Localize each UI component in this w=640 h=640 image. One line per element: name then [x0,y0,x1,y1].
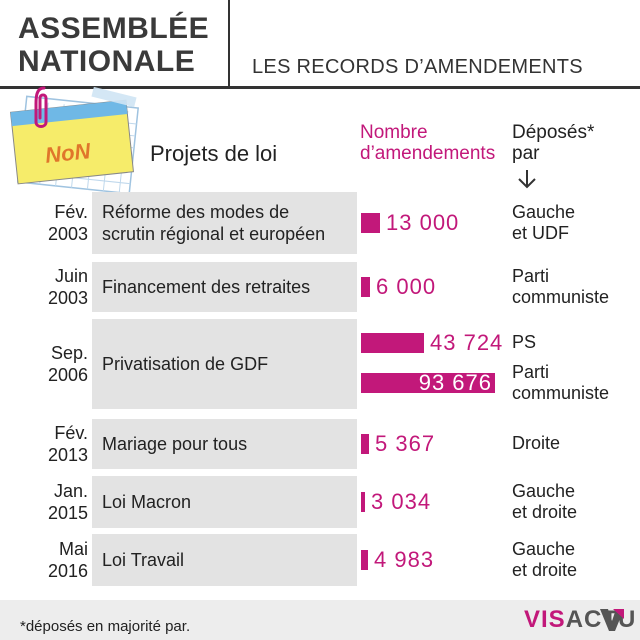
data-bar [361,277,370,297]
row-law: Réforme des modes de scrutin régional et … [102,201,325,245]
row-deposes: Gauche et droite [512,481,577,523]
row-date-line-1: Juin [54,266,88,286]
row-law: Mariage pour tous [102,433,247,455]
row-band [92,534,357,586]
data-bar [361,550,368,570]
row-deposes: Parti communiste [512,362,609,404]
row-date-line-2: 2016 [47,561,88,581]
data-label: 4 983 [374,547,435,572]
data-label: 13 000 [386,210,460,235]
column-label-nombre: Nombre d’amendements [360,122,495,164]
row-date: Mai 2016 [0,538,88,582]
row-date-line-1: Sep. [50,343,88,363]
row-band [92,319,357,409]
column-label-deposes: Déposés* par [512,122,594,164]
row-date-line-1: Fév. [54,423,88,443]
row-date-line-2: 2003 [47,288,88,308]
row-deposes-line-2: et droite [512,560,578,580]
page-title: ASSEMBLÉE NATIONALE [18,12,209,78]
row-date: Fév. 2003 [0,201,88,245]
data-label: 5 367 [375,431,436,456]
row-date: Jan. 2015 [0,480,88,524]
header: ASSEMBLÉE NATIONALE LES RECORDS D’AMENDE… [0,0,640,89]
row-band [92,419,357,469]
column-label-projets: Projets de loi [150,141,278,166]
row-deposes: Gauche et droite [512,539,577,581]
title-divider [228,0,230,88]
brand-mark-icon [600,609,624,631]
row-law: Privatisation de GDF [102,353,268,375]
data-label: 3 034 [371,489,432,514]
notepad-illustration: NoN [10,86,140,192]
paperclip-icon [34,86,48,128]
row-law-line-1: Loi Travail [102,550,185,570]
row-law-line-1: Réforme des modes de [102,202,290,222]
data-bar [361,213,380,233]
header-rule [0,86,640,89]
note-text: NoN [44,138,93,168]
row-date-line-1: Fév. [54,202,88,222]
row-law-line-2: scrutin régional et européen [102,224,326,244]
row-deposes: PS [512,332,536,353]
row-band [92,262,357,312]
row-date: Juin 2003 [0,265,88,309]
row-law-line-1: Mariage pour tous [102,434,248,454]
data-bar [361,333,424,353]
row-law-line-1: Loi Macron [102,492,192,512]
column-label-deposes-line-1: Déposés* [512,122,595,143]
row-law: Loi Travail [102,549,184,571]
row-deposes-line-1: Parti [512,362,550,382]
row-deposes-line-2: communiste [512,383,610,403]
title-line-1: ASSEMBLÉE [18,12,210,45]
row-deposes-line-2: et droite [512,502,578,522]
row-deposes-line-2: communiste [512,287,610,307]
row-date-line-2: 2015 [47,503,88,523]
column-label-nombre-line-2: d’amendements [360,143,496,164]
row-deposes-line-1: PS [512,332,537,352]
row-law: Financement des retraites [102,276,310,298]
row-deposes-line-1: Parti [512,266,550,286]
row-law-line-1: Privatisation de GDF [102,354,269,374]
footer-band [0,600,640,640]
data-label: 43 724 [430,330,504,355]
arrow-down-icon [518,170,536,189]
tape-strip [91,86,137,108]
row-deposes-line-1: Gauche [512,481,576,501]
data-bar [361,492,365,512]
data-bar [361,434,369,454]
row-deposes-line-1: Droite [512,433,561,453]
row-band [92,476,357,528]
row-deposes: Droite [512,433,560,454]
row-date-line-2: 2006 [47,365,88,385]
row-date-line-1: Jan. [53,481,88,501]
row-deposes-line-2: et UDF [512,223,570,243]
column-label-nombre-line-1: Nombre [360,122,428,143]
row-date: Fév. 2013 [0,422,88,466]
row-deposes: Gauche et UDF [512,202,575,244]
row-date-line-1: Mai [58,539,88,559]
row-deposes-line-1: Gauche [512,539,576,559]
data-bar [361,373,495,393]
brand-vis: VIS [524,606,566,633]
row-deposes: Parti communiste [512,266,609,308]
notepad-yellow-note: NoN [10,99,134,185]
row-law-line-1: Financement des retraites [102,277,311,297]
row-band [92,192,357,254]
row-law: Loi Macron [102,491,191,513]
title-line-2: NATIONALE [18,45,196,78]
column-label-deposes-line-2: par [512,143,540,164]
row-date-line-2: 2003 [47,224,88,244]
data-label: 6 000 [376,274,437,299]
row-deposes-line-1: Gauche [512,202,576,222]
footnote: *déposés en majorité par. [20,618,191,635]
row-date-line-2: 2013 [47,445,88,465]
page-subtitle: LES RECORDS D’AMENDEMENTS [252,56,583,78]
data-label: 93 676 [418,370,492,395]
row-date: Sep. 2006 [0,342,88,386]
